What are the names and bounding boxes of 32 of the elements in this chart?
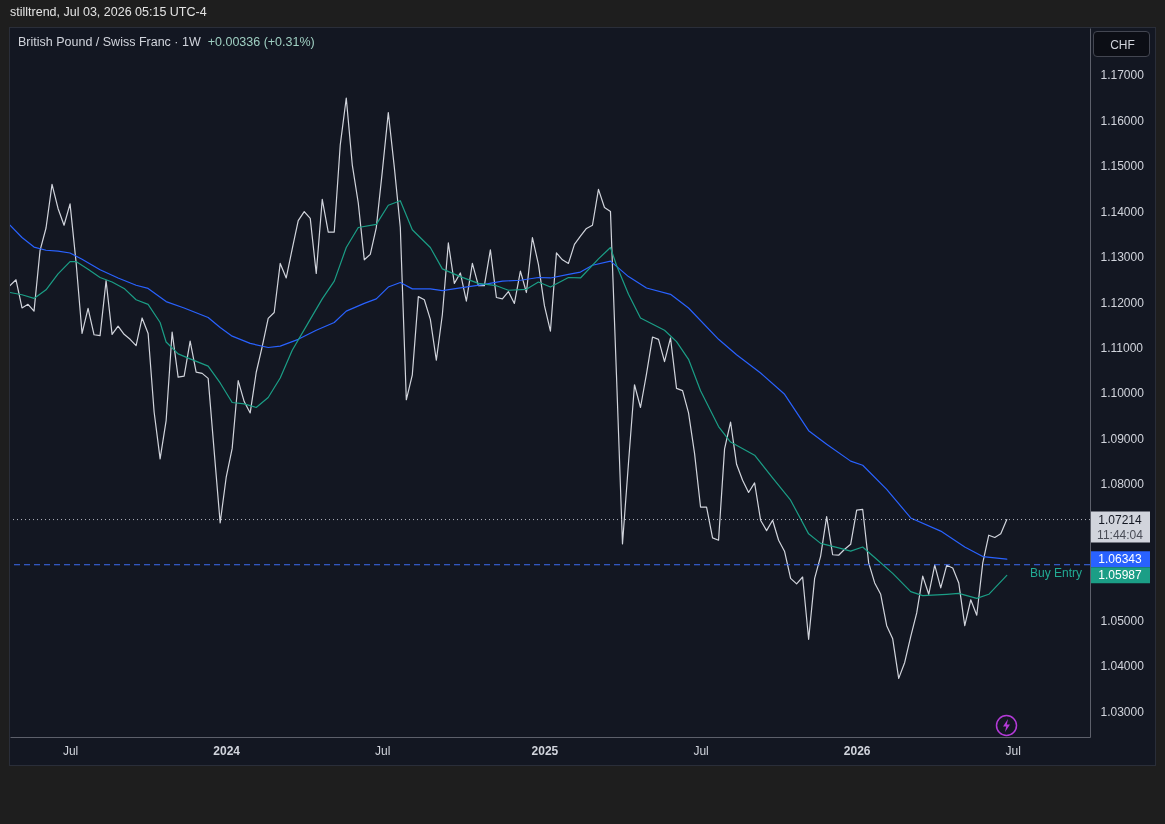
x-tick-label: Jul <box>62 743 79 758</box>
y-tick-label: 1.16000 <box>1100 113 1145 128</box>
y-tick-label: 1.13000 <box>1100 250 1145 265</box>
y-tick-label: 1.10000 <box>1100 386 1145 401</box>
line-series <box>10 224 1008 560</box>
y-tick-label: 1.05000 <box>1100 613 1145 628</box>
y-tick-label: 1.03000 <box>1100 704 1145 719</box>
x-tick-label: 2025 <box>531 743 559 758</box>
y-tick-label: 1.12000 <box>1100 295 1145 310</box>
line-series <box>10 97 1008 679</box>
y-tick-label: 1.04000 <box>1100 659 1145 674</box>
text: 11:44:04 <box>1097 527 1144 542</box>
line-series <box>10 200 1008 599</box>
y-axis-title: CHF <box>1110 37 1135 52</box>
x-tick-label: Jul <box>1005 743 1021 758</box>
x-tick-label: 2026 <box>843 743 871 758</box>
ref-line-label: Buy Entry <box>1029 565 1082 580</box>
y-tick-label: 1.11000 <box>1100 341 1144 355</box>
y-tick-label: 1.17000 <box>1100 68 1145 83</box>
y-tick-label: 1.15000 <box>1100 159 1145 174</box>
y-tick-label: 1.14000 <box>1100 204 1145 219</box>
y-tick-label: 1.08000 <box>1100 477 1145 492</box>
text: British Pound / Swiss Franc · 1W <box>18 35 201 49</box>
text: +0.00336 (+0.31%) <box>207 35 315 49</box>
x-tick-label: Jul <box>693 743 709 758</box>
text: 1.07214 <box>1098 512 1143 527</box>
x-tick-label: 2024 <box>213 743 241 758</box>
text: stilltrend, Jul 03, 2026 05:15 UTC-4 <box>10 5 207 19</box>
x-tick-label: Jul <box>375 743 391 758</box>
y-tick-label: 1.09000 <box>1100 431 1145 446</box>
text: 1.06343 <box>1098 552 1143 567</box>
text: 1.05987 <box>1098 568 1143 583</box>
